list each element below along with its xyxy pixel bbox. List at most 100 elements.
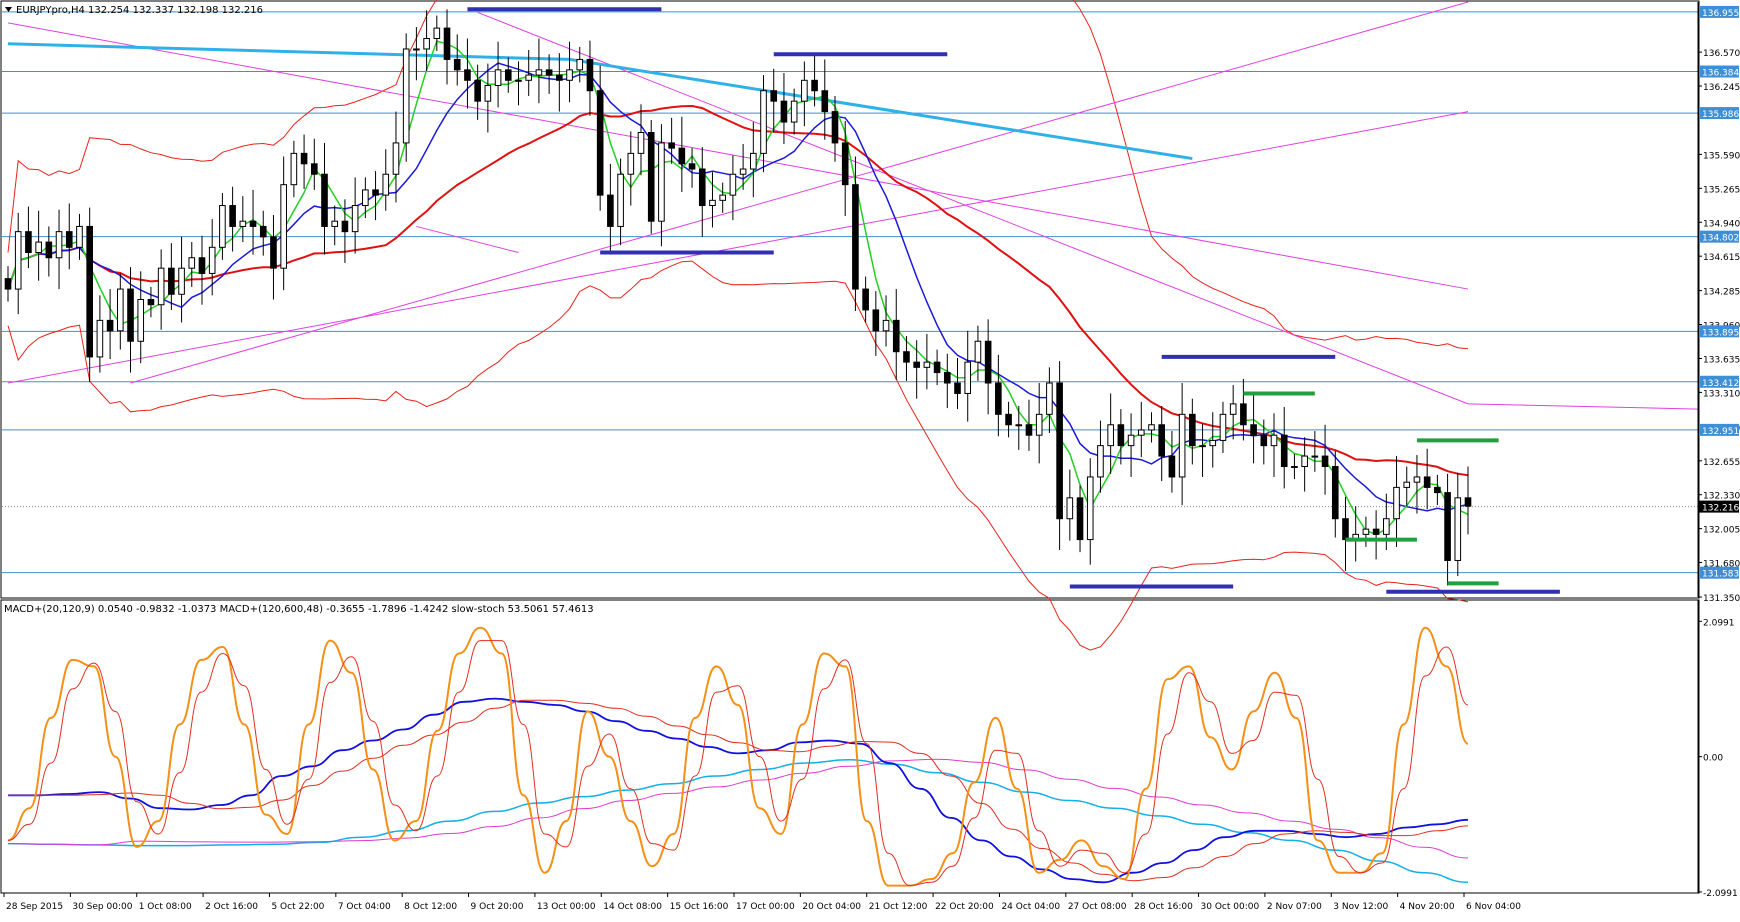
bear-candle [545,69,553,76]
bear-candle [668,142,675,149]
bear-candle [1423,476,1431,488]
bull-candle [739,168,747,175]
chart-menu-triangle-icon[interactable] [5,7,12,12]
bull-candle [55,231,63,259]
bull-candle [219,205,226,248]
bull-candle [627,152,635,175]
time-axis-label: 14 Oct 08:00 [603,902,662,912]
bull-candle [790,100,798,123]
bull-candle [1127,434,1135,447]
bear-candle [310,163,318,175]
bull-candle [157,267,165,306]
bull-candle [760,90,767,154]
macd-fast-main-line [8,697,1469,884]
bear-candle [45,241,53,259]
bear-candle [872,309,880,332]
price-axis-label: 132.330 [1703,492,1740,502]
bull-candle [413,48,420,51]
bull-candle [76,225,83,248]
bear-candle [341,220,349,233]
ascending-trendline-lower [7,111,1469,384]
time-axis-label: 3 Nov 12:00 [1333,902,1388,912]
price-panel-frame [0,0,1700,599]
bear-candle [1240,403,1247,426]
long-cyan-trendline [7,42,570,61]
bear-candle [943,372,951,384]
bull-candle [576,58,584,71]
bull-candle [1148,424,1155,431]
price-axis-label: 132.005 [1703,526,1740,536]
bear-candle [1005,413,1012,426]
bear-candle [607,194,614,227]
bull-candle [208,246,216,274]
bull-candle [1270,434,1278,447]
bull-candle [1393,486,1400,520]
level-price-label: 135.986 [1702,110,1739,120]
time-axis-label: 24 Oct 04:00 [1001,902,1060,912]
bear-candle [1331,466,1339,520]
time-axis-label: 27 Oct 08:00 [1068,902,1127,912]
bear-candle [852,184,859,290]
bull-candle [1362,528,1370,535]
bull-candle [331,220,339,227]
price-axis-label: 131.680 [1703,560,1740,570]
bull-candle [392,142,400,175]
bull-candle [923,361,931,368]
bull-candle [1219,413,1227,441]
bear-candle [147,299,155,306]
price-axis-label: 136.245 [1703,83,1740,93]
bear-candle [811,79,818,92]
bear-candle [1444,492,1451,561]
bear-candle [259,225,267,238]
bear-candle [841,142,849,186]
time-axis-label: 21 Oct 12:00 [869,902,928,912]
bear-candle [1025,424,1033,436]
price-axis-label: 132.655 [1703,458,1740,468]
bear-candle [249,220,257,227]
cyan-trendline-continuation [569,57,1193,161]
time-axis-label: 1 Oct 08:00 [139,902,192,912]
bull-candle [1454,497,1462,561]
macd-slow-signal-line [7,758,1469,859]
bull-candle [1413,476,1421,483]
bull-candle [239,220,247,227]
level-price-label: 132.951 [1702,427,1739,437]
bear-candle [504,69,512,81]
bear-candle [86,225,93,358]
bear-candle [698,168,706,207]
bear-candle [106,319,114,332]
bull-candle [1383,518,1390,535]
bear-candle [25,231,32,254]
current-price-label: 132.216 [1702,504,1739,514]
level-price-label: 136.384 [1702,69,1739,79]
bull-candle [484,85,492,102]
bear-candle [780,100,788,123]
bear-candle [831,111,839,144]
bear-candle [372,189,379,196]
bull-candle [1137,429,1145,436]
bull-candle [1229,403,1237,415]
bull-candle [351,205,359,233]
bear-candle [892,319,900,353]
level-price-box [1699,325,1739,338]
bull-candle [1301,455,1308,468]
time-axis-label: 20 Oct 04:00 [802,902,861,912]
level-price-box [1699,5,1739,18]
indicator-panel [7,626,1469,887]
bear-candle [321,173,328,227]
price-axis-label: 131.350 [1703,594,1740,604]
price-axis-label: 134.615 [1703,253,1740,263]
level-price-box [1699,423,1739,436]
level-price-box [1699,107,1739,120]
bear-candle [688,163,696,170]
bull-candle [1066,497,1074,520]
indicator-axis-label: 0.00 [1703,754,1723,764]
price-axis-label: 133.310 [1703,389,1740,399]
bear-candle [270,236,277,269]
bear-candle [464,69,471,81]
bull-candle [750,152,757,170]
bull-candle [617,173,624,227]
time-axis-label: 8 Oct 12:00 [404,902,457,912]
time-axis-label: 28 Oct 16:00 [1134,902,1193,912]
bull-candle [382,173,390,196]
